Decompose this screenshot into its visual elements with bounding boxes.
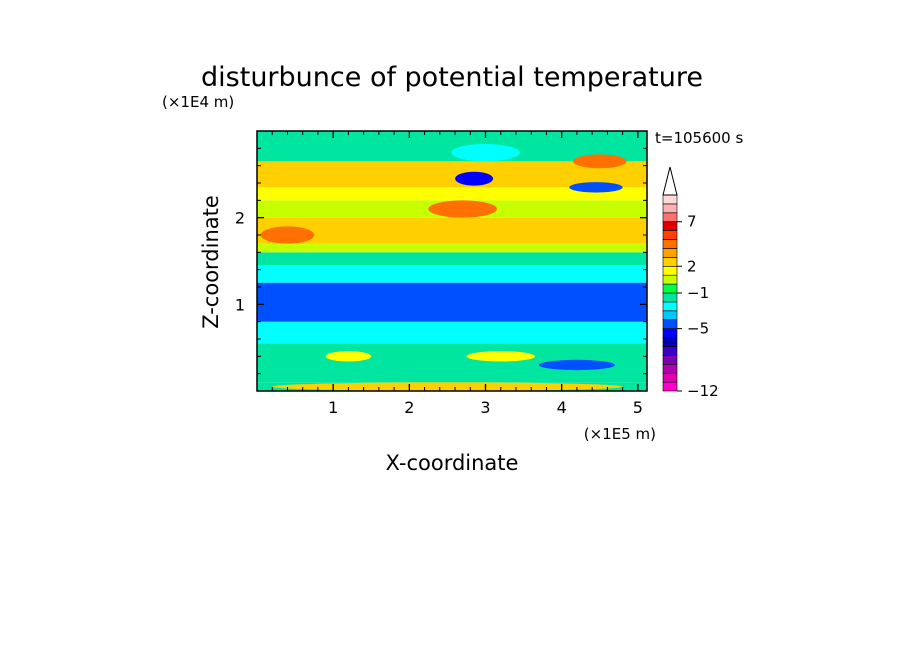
heatmap-band-3 xyxy=(257,282,647,322)
heatmap-band-6 xyxy=(257,243,647,253)
heatmap-band-4 xyxy=(257,265,647,283)
x-tick-label: 2 xyxy=(404,398,414,417)
colorbar-swatch xyxy=(662,221,678,231)
colorbar-swatch xyxy=(662,337,678,347)
colorbar-swatch xyxy=(662,239,678,249)
colorbar-swatch xyxy=(662,248,678,258)
colorbar-swatch xyxy=(662,203,678,214)
colorbar-tick-label: −1 xyxy=(687,284,709,302)
heatmap-band-5 xyxy=(257,252,647,266)
colorbar-swatch xyxy=(662,212,678,223)
colorbar-swatch xyxy=(662,257,678,267)
colorbar-swatch xyxy=(662,346,678,356)
time-label: t=105600 s xyxy=(655,129,743,147)
colorbar-swatch xyxy=(662,381,678,392)
x-tick-label: 1 xyxy=(328,398,338,417)
colorbar-swatch xyxy=(662,363,678,374)
colorbar-swatch xyxy=(662,319,678,329)
heatmap-feature-7 xyxy=(325,351,372,362)
axis-ticks: 1 2 3 4 5 1 2 xyxy=(235,131,647,417)
x-tick-label: 4 xyxy=(557,398,567,417)
colorbar-swatch xyxy=(662,265,678,276)
plot-frame xyxy=(256,130,648,392)
colorbar-swatch xyxy=(662,328,678,338)
colorbar-swatch xyxy=(662,310,678,321)
colorbar-swatch xyxy=(662,283,678,294)
colorbar-tick-label: −12 xyxy=(687,382,719,400)
x-axis-label: X-coordinate xyxy=(386,451,519,475)
chart-title: disturbunce of potential temperature xyxy=(201,62,703,93)
colorbar-swatch xyxy=(662,194,678,205)
heatmap-feature-3 xyxy=(573,154,627,169)
colorbar: −12−5−127 xyxy=(662,166,719,400)
y-tick-label: 1 xyxy=(235,295,245,314)
heatmap-feature-5 xyxy=(302,137,440,159)
heatmap-feature-2 xyxy=(455,171,494,186)
colorbar-swatch xyxy=(662,355,678,365)
colorbar-tick-label: 7 xyxy=(687,213,697,231)
heatmap-band-2 xyxy=(257,321,647,344)
heatmap-band-9 xyxy=(257,187,647,201)
colorbar-swatch xyxy=(662,372,678,383)
heatmap-feature-6 xyxy=(451,144,520,162)
heatmap-field xyxy=(257,131,647,391)
y-tick-label: 2 xyxy=(235,209,245,228)
x-tick-label: 5 xyxy=(633,398,643,417)
colorbar-swatch xyxy=(662,274,678,285)
x-unit-label: (×1E5 m) xyxy=(584,425,656,443)
colorbar-swatch xyxy=(662,230,678,240)
heatmap-feature-9 xyxy=(538,359,616,371)
heatmap-band-7 xyxy=(257,217,647,244)
colorbar-swatch xyxy=(662,292,678,303)
x-tick-label: 3 xyxy=(480,398,490,417)
heatmap-feature-8 xyxy=(466,351,536,362)
colorbar-tick-label: 2 xyxy=(687,257,697,275)
heatmap-feature-4 xyxy=(569,182,623,193)
heatmap-feature-10 xyxy=(272,382,623,391)
colorbar-extend-arrow xyxy=(662,166,678,196)
heatmap-feature-0 xyxy=(260,226,315,244)
colorbar-swatch xyxy=(662,301,678,312)
heatmap-feature-1 xyxy=(428,200,497,218)
colorbar-tick-label: −5 xyxy=(687,320,709,338)
y-unit-label: (×1E4 m) xyxy=(162,93,234,111)
y-axis-label: Z-coordinate xyxy=(199,195,223,329)
